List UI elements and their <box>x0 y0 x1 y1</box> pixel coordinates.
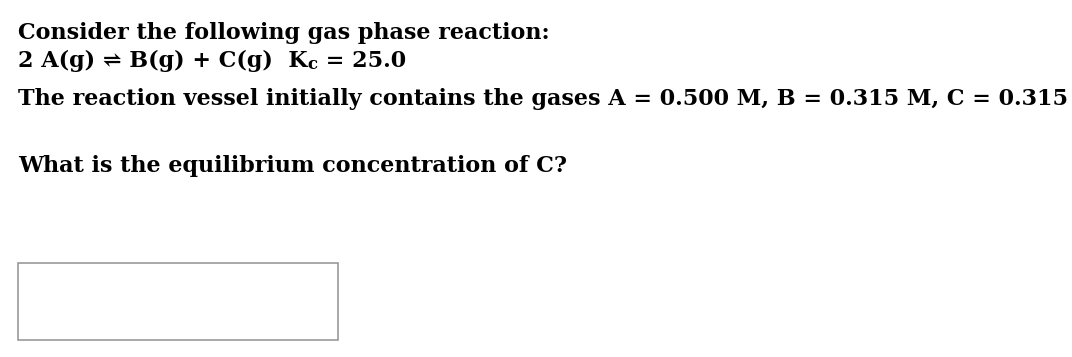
Text: What is the equilibrium concentration of C?: What is the equilibrium concentration of… <box>18 155 567 177</box>
Text: Consider the following gas phase reaction:: Consider the following gas phase reactio… <box>18 22 550 44</box>
Text: c: c <box>308 56 317 73</box>
Text: 2 A(g) ⇌ B(g) + C(g)  K: 2 A(g) ⇌ B(g) + C(g) K <box>18 50 308 72</box>
Text: The reaction vessel initially contains the gases A = 0.500 M, B = 0.315 M, C = 0: The reaction vessel initially contains t… <box>18 88 1072 110</box>
Text: = 25.0: = 25.0 <box>317 50 405 72</box>
Bar <box>18 263 338 340</box>
